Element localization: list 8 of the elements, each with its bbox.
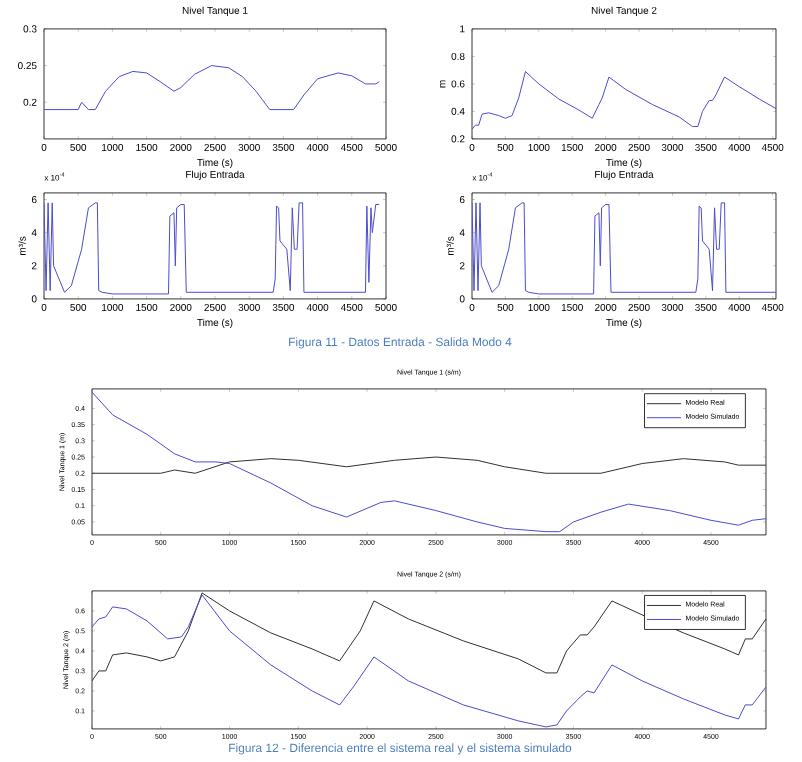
- line-series: [44, 64, 380, 110]
- line-series: [44, 201, 380, 294]
- line-series: [472, 201, 776, 294]
- line-series: [92, 456, 766, 474]
- line-series: [92, 591, 766, 681]
- line-series: [92, 391, 766, 532]
- line-series: [472, 70, 776, 130]
- line-series: [92, 593, 766, 727]
